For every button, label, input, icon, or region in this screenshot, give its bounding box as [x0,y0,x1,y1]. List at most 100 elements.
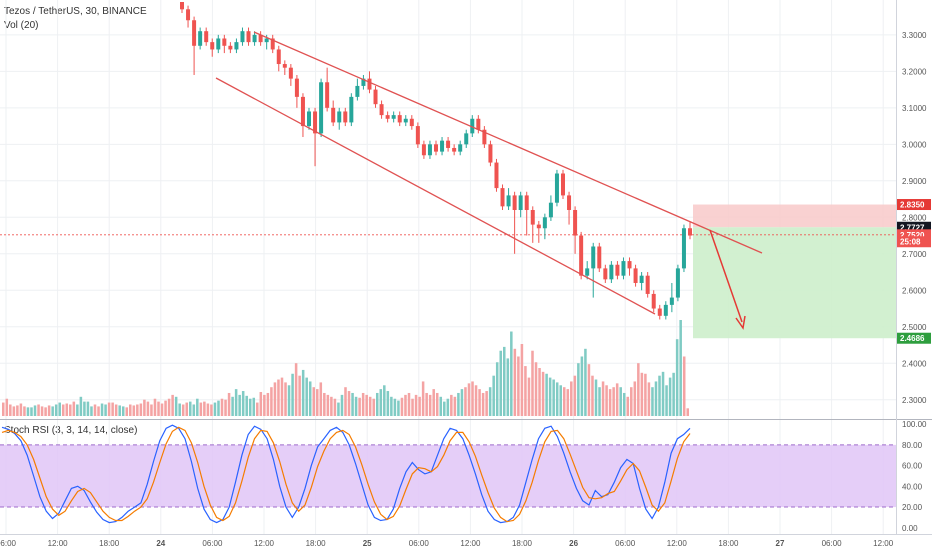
volume-bar [354,396,358,416]
candle-body [252,34,257,43]
volume-bar [224,399,227,416]
candle-body [440,140,445,152]
volume-bar [340,394,344,416]
candle-body [331,107,336,123]
stoch-tick-label: 80.00 [902,441,923,450]
stoch-tick-label: 0.00 [902,524,918,533]
volume-bar [37,404,40,416]
volume-bar [503,346,506,416]
candle-body [222,38,227,46]
volume-bar [615,383,619,416]
volume-bar [188,401,192,416]
time-tick-label: 18:00 [718,539,739,548]
time-tick-label: 06:00 [615,539,636,548]
price-axis[interactable]: 3.3000 3.2000 3.1000 3.0000 2.9000 2.8000 2.70… [897,31,931,533]
volume-bar [203,401,206,416]
volume-bar [421,381,425,416]
time-axis[interactable]: 06:00 12:00 18:00 24 06:00 12:00 18:00 25 06:00 1… [0,539,894,548]
volume-bar [121,406,125,416]
candle-body [675,268,680,298]
candle-body [288,67,293,79]
volume-bar [259,392,263,416]
volume-bar [174,396,178,416]
take-profit-zone [693,227,896,339]
volume-bar [248,398,252,416]
volume-bar [397,400,400,416]
symbol-legend[interactable]: Tezos / TetherUS, 30, BINANCE [4,6,147,17]
volume-bar [90,406,93,416]
candle-body [609,264,614,280]
candle-body [567,195,572,210]
candle-body [573,210,578,236]
candle-body [482,129,487,145]
price-label-tag [897,221,931,233]
candle-body [681,228,686,269]
volume-bar [337,402,340,416]
position-zones [0,204,896,339]
volume-bar [305,377,308,416]
price-label-tag [897,229,931,241]
candle-body [343,111,348,123]
volume-bar [280,377,284,416]
volume-bar [316,389,319,416]
volume-bar [510,331,513,416]
volume-bar [591,375,594,416]
candle-body [180,2,184,10]
volume-bar [562,387,566,416]
volume-bar [227,392,231,416]
price-tick-label: 2.4000 [902,359,927,368]
candle-body [282,64,287,68]
volume-bar [443,401,446,416]
stoch-rsi-legend[interactable]: Stoch RSI (3, 3, 14, 14, close) [4,425,138,436]
volume-bar [206,403,210,416]
price-tick-label: 3.1000 [902,104,927,113]
time-tick-label: 12:00 [460,539,481,548]
volume-bar [93,404,97,416]
volume-bar [361,392,365,416]
volume-bar [319,382,323,416]
volume-bar [245,395,248,416]
volume-bar [114,404,118,416]
volume-bar [83,401,86,416]
candle-body [645,275,650,294]
candle-body [186,9,191,21]
volume-bar [111,402,114,416]
volume-bar [44,407,47,416]
candle-body [313,111,318,134]
candle-body [228,45,233,50]
stoch-rsi-pane [0,424,896,524]
volume-bar [132,405,136,416]
volume-bar [379,389,383,416]
candle-body [530,210,535,225]
volume-bar [435,392,439,416]
volume-legend[interactable]: Vol (20) [4,20,39,31]
time-tick-label: 24 [156,539,165,548]
volume-bar [478,389,481,416]
volume-bar [555,382,559,416]
volume-bar [330,396,333,416]
price-tick-label: 2.6000 [902,286,927,295]
volume-bar [333,398,337,416]
volume-bar [241,391,245,416]
volume-bar [192,404,196,416]
volume-bar [393,398,397,416]
volume-bar [630,387,633,416]
volume-bar [351,392,354,416]
time-tick-label: 06:00 [0,539,17,548]
candle-body [319,82,324,134]
candle-body [264,38,269,43]
volume-bar [125,407,129,416]
candle-body [603,268,608,280]
candle-body [561,173,565,196]
volume-bar [263,394,266,416]
volume-bar [277,379,280,416]
volume-bar [633,381,637,416]
volume-bar [488,387,492,416]
volume-bar [72,401,76,416]
candle-body [276,49,281,65]
volume-bar [682,356,686,416]
volume-bar [308,381,312,416]
volume-bar [185,402,188,416]
volume-bar [252,397,256,416]
